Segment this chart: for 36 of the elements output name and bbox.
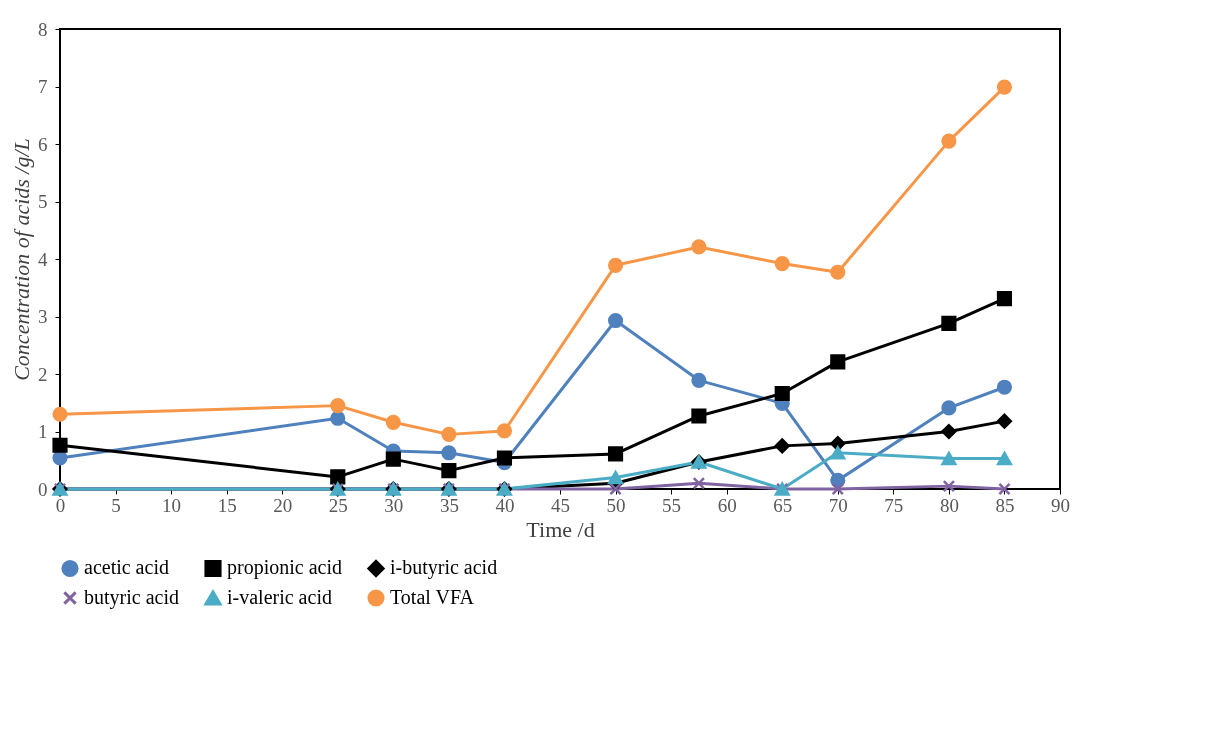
x-tick-label: 25 <box>328 494 348 516</box>
x-tick-label: 85 <box>995 494 1015 516</box>
legend-label: acetic acid <box>84 556 169 579</box>
x-tick-label: 50 <box>606 494 626 516</box>
y-tick-label: 2 <box>38 363 48 385</box>
x-tick-label: 65 <box>773 494 793 516</box>
y-tick-label: 8 <box>38 18 48 40</box>
x-tick-label: 5 <box>111 494 121 516</box>
legend-label: i-butyric acid <box>390 556 498 580</box>
x-tick-label: 80 <box>939 494 959 516</box>
x-tick-label: 55 <box>662 494 682 516</box>
x-axis-title: Time /d <box>526 516 595 542</box>
x-tick-label: 70 <box>828 494 848 516</box>
legend-label: i-valeric acid <box>227 586 332 608</box>
x-tick-label: 10 <box>162 494 182 516</box>
x-tick-label: 60 <box>717 494 737 516</box>
x-tick-label: 40 <box>495 494 515 516</box>
y-tick-label: 6 <box>38 133 48 155</box>
x-tick-label: 0 <box>55 494 66 516</box>
x-tick-label: 30 <box>384 494 404 516</box>
x-tick-label: 35 <box>439 494 459 516</box>
x-tick-label: 75 <box>884 494 904 516</box>
legend-label: propionic acid <box>227 556 342 580</box>
x-tick-label: 15 <box>217 494 237 516</box>
y-tick-label: 1 <box>38 421 48 442</box>
x-tick-label: 45 <box>551 494 570 516</box>
y-tick-label: 0 <box>38 478 48 500</box>
y-tick-label: 4 <box>38 248 48 270</box>
y-tick-label: 5 <box>38 191 48 212</box>
legend-label: Total VFA <box>390 586 475 608</box>
y-axis-title: Concentration of acids /g/L <box>9 138 34 381</box>
x-tick-label: 90 <box>1051 494 1070 516</box>
x-tick-label: 20 <box>273 494 293 516</box>
y-tick-label: 3 <box>38 306 48 327</box>
y-tick-label: 7 <box>38 76 48 97</box>
legend-label: butyric acid <box>84 586 179 609</box>
